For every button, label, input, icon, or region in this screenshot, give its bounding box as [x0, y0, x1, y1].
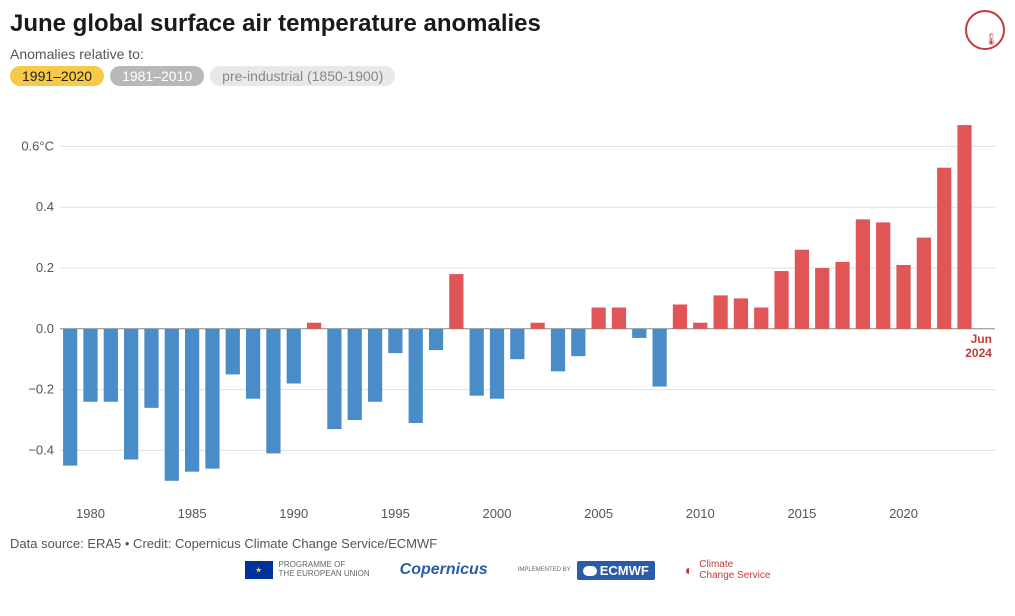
- bar-1983: [144, 329, 158, 408]
- tab-baseline-1[interactable]: 1981–2010: [110, 66, 204, 86]
- ytick-label: −0.4: [28, 442, 54, 457]
- bar-1989: [266, 329, 280, 454]
- baseline-tabs: 1991–2020 1981–2010 pre-industrial (1850-1…: [10, 66, 541, 86]
- anomaly-bar-chart: −0.4 −0.2 0.0 0.2 0.4 0.6°C 1980 1985 1990 1995 20…: [10, 106, 1005, 526]
- bar-2018: [856, 219, 870, 328]
- xtick-label: 2015: [787, 506, 816, 521]
- bar-2016: [815, 268, 829, 329]
- subtitle: Anomalies relative to:: [10, 46, 541, 62]
- bar-1985: [185, 329, 199, 472]
- bar-1995: [388, 329, 402, 353]
- eu-flag-icon: [245, 561, 273, 579]
- bar-1981: [104, 329, 118, 402]
- annotation-line2: 2024: [965, 346, 992, 360]
- xtick-label: 2005: [584, 506, 613, 521]
- tab-baseline-2[interactable]: pre-industrial (1850-1900): [210, 66, 395, 86]
- bar-2002: [531, 323, 545, 329]
- climate-badge-icon: [965, 10, 1005, 50]
- bar-1984: [165, 329, 179, 481]
- bar-1986: [205, 329, 219, 469]
- ytick-label: 0.2: [36, 260, 54, 275]
- ytick-label: 0.4: [36, 199, 54, 214]
- bar-2000: [490, 329, 504, 399]
- bar-2019: [876, 222, 890, 328]
- bar-2009: [673, 304, 687, 328]
- xtick-label: 1990: [279, 506, 308, 521]
- bar-1990: [287, 329, 301, 384]
- tab-baseline-0[interactable]: 1991–2020: [10, 66, 104, 86]
- logo-copernicus: Copernicus: [400, 561, 488, 579]
- bar-2001: [510, 329, 524, 359]
- bar-2017: [835, 262, 849, 329]
- xtick-label: 1985: [178, 506, 207, 521]
- bar-1997: [429, 329, 443, 350]
- bar-2023: [957, 125, 971, 329]
- bar-1994: [368, 329, 382, 402]
- ytick-label: −0.2: [28, 382, 54, 397]
- bar-1999: [470, 329, 484, 396]
- bar-1998: [449, 274, 463, 329]
- bar-2010: [693, 323, 707, 329]
- bar-1992: [327, 329, 341, 429]
- bar-2015: [795, 250, 809, 329]
- ytick-label: 0.6°C: [21, 138, 54, 153]
- bar-1987: [226, 329, 240, 375]
- xtick-label: 2000: [483, 506, 512, 521]
- bar-2014: [774, 271, 788, 329]
- xtick-label: 2010: [686, 506, 715, 521]
- page-title: June global surface air temperature anom…: [10, 10, 541, 38]
- bar-1993: [348, 329, 362, 420]
- bar-1979: [63, 329, 77, 466]
- bar-1991: [307, 323, 321, 329]
- bar-2021: [917, 238, 931, 329]
- bar-2008: [653, 329, 667, 387]
- bar-2005: [592, 308, 606, 329]
- bar-2006: [612, 308, 626, 329]
- annotation-line1: Jun: [971, 332, 992, 346]
- bar-1996: [409, 329, 423, 423]
- xtick-label: 1980: [76, 506, 105, 521]
- logo-climate-change-service: ◐ClimateChange Service: [685, 559, 771, 581]
- xtick-label: 1995: [381, 506, 410, 521]
- logo-row: PROGRAMME OFTHE EUROPEAN UNION Copernicus…: [10, 559, 1005, 581]
- xtick-label: 2020: [889, 506, 918, 521]
- ytick-label: 0.0: [36, 321, 54, 336]
- bar-2007: [632, 329, 646, 338]
- bar-2020: [896, 265, 910, 329]
- data-source-credit: Data source: ERA5 • Credit: Copernicus C…: [10, 536, 1005, 551]
- bar-1980: [83, 329, 97, 402]
- bar-1988: [246, 329, 260, 399]
- bar-2013: [754, 308, 768, 329]
- bar-2011: [713, 295, 727, 328]
- bar-2012: [734, 298, 748, 328]
- logo-ecmwf: IMPLEMENTED BYECMWF: [518, 561, 655, 580]
- bar-1982: [124, 329, 138, 460]
- logo-eu-flag: PROGRAMME OFTHE EUROPEAN UNION: [245, 561, 370, 579]
- bar-2003: [551, 329, 565, 372]
- bar-2004: [571, 329, 585, 356]
- bar-2022: [937, 168, 951, 329]
